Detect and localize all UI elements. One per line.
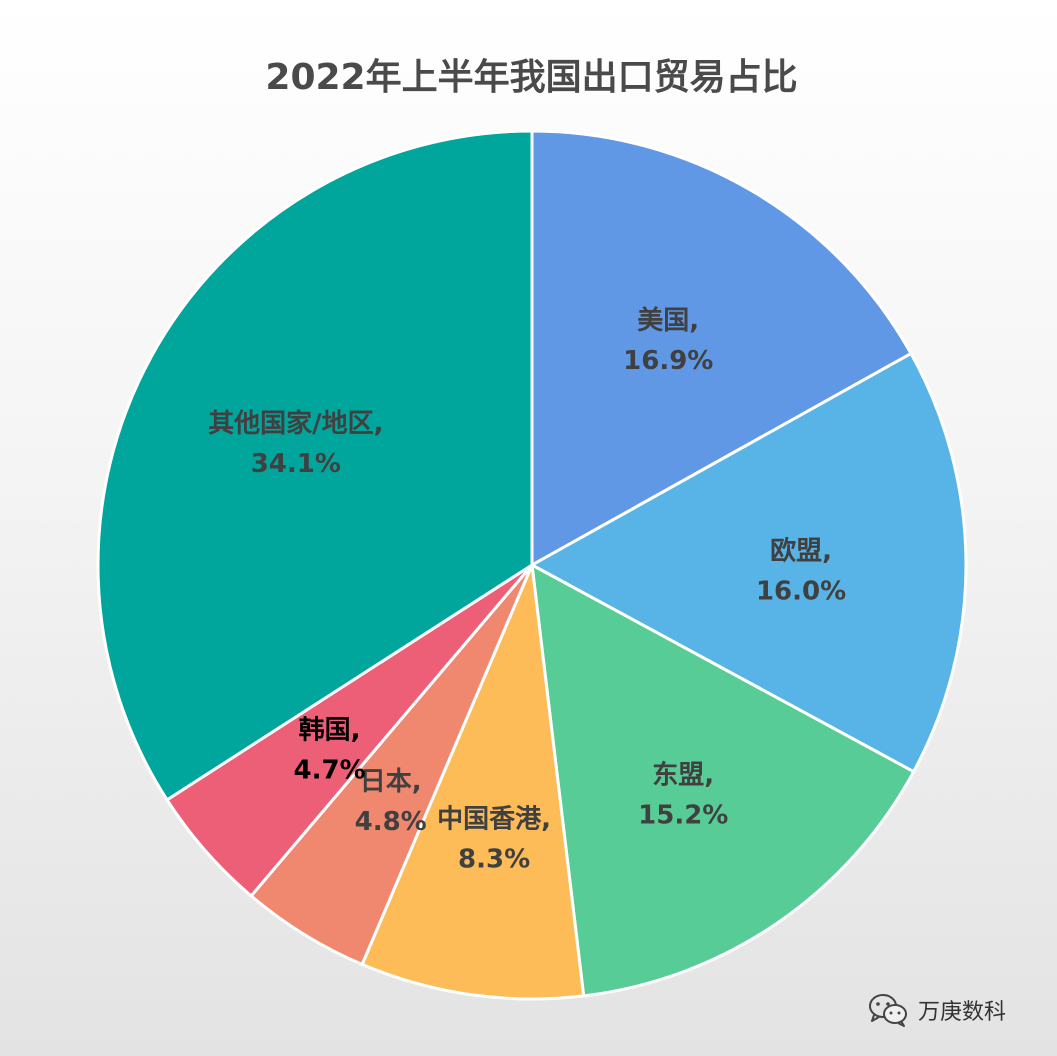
pie-slices <box>96 129 968 1001</box>
slice-value-4: 4.8% <box>355 807 427 837</box>
slice-value-2: 15.2% <box>638 801 728 831</box>
watermark-text: 万庚数科 <box>918 1000 1007 1025</box>
slice-value-5: 4.7% <box>294 755 366 785</box>
slice-label-2: 东盟, 15.2% <box>638 760 728 831</box>
pie-slice-6 <box>96 129 534 802</box>
slice-name-3: 中国香港, <box>437 804 551 834</box>
slice-value-0: 16.9% <box>623 346 713 376</box>
slice-name-1: 欧盟, <box>770 535 832 566</box>
watermark: 万庚数科 <box>868 990 1006 1030</box>
slice-label-1: 欧盟, 16.0% <box>756 535 846 606</box>
slice-name-4: 日本, <box>360 767 422 797</box>
pie-slice-0 <box>530 129 913 567</box>
pie-slice-2 <box>530 563 916 998</box>
slice-name-6: 其他国家/地区, <box>208 408 383 439</box>
pie-slice-1 <box>530 352 968 774</box>
slice-label-3: 中国香港, 8.3% <box>437 804 551 874</box>
slice-name-5: 韩国, <box>299 715 361 745</box>
pie-labels: 美国, 16.9% 欧盟, 16.0% 东盟, 15.2% 中国香港, 8.3% 日本, 4.8%… <box>208 305 846 874</box>
pie-slice-3 <box>360 563 586 1001</box>
slice-value-1: 16.0% <box>756 576 846 606</box>
chart-title: 2022年上半年我国出口贸易占比 <box>265 57 798 98</box>
slice-name-0: 美国, <box>637 305 699 336</box>
slice-name-2: 东盟, <box>652 760 714 791</box>
slice-value-6: 34.1% <box>251 449 341 479</box>
slice-value-3: 8.3% <box>458 844 530 874</box>
slice-label-5: 韩国, 4.7% <box>294 715 366 785</box>
slice-label-0: 美国, 16.9% <box>623 305 713 376</box>
slice-label-6: 其他国家/地区, 34.1% <box>208 408 383 479</box>
slice-label-4: 日本, 4.8% <box>355 767 427 837</box>
wechat-icon <box>869 994 907 1027</box>
